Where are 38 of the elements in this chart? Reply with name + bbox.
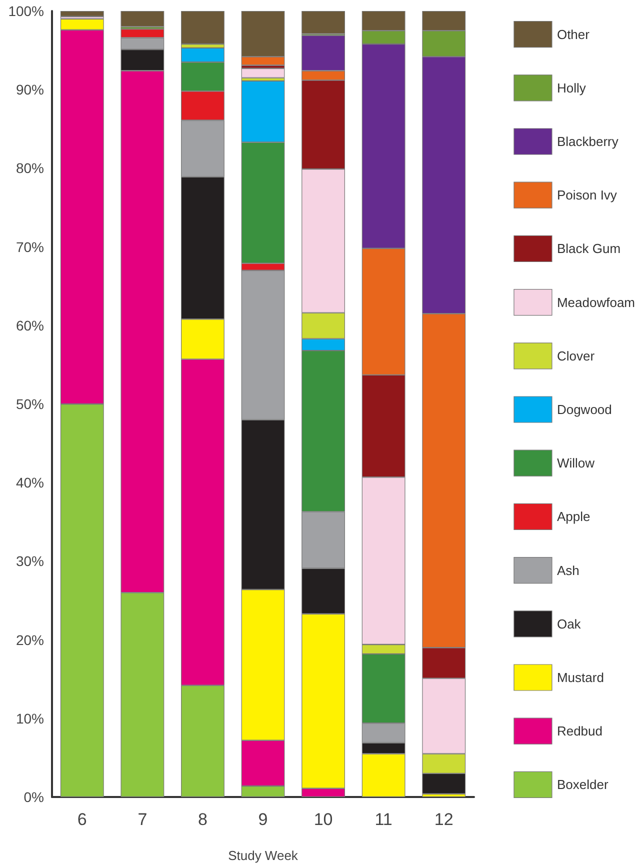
legend-label: Willow xyxy=(556,456,596,471)
y-tick-label: 10% xyxy=(16,710,44,726)
x-tick-label: 9 xyxy=(258,810,268,829)
legend-label: Clover xyxy=(556,348,596,364)
x-tick-label: 10 xyxy=(314,810,333,829)
x-tick-label: 6 xyxy=(77,810,87,829)
y-tick-label: 80% xyxy=(16,160,44,176)
legend-label: Meadowfoam xyxy=(556,294,636,310)
legend-label: Redbud xyxy=(556,724,603,739)
x-tick-label: 7 xyxy=(138,810,148,829)
bar xyxy=(120,11,164,27)
legend-label: Other xyxy=(556,26,590,42)
y-tick-label: 50% xyxy=(16,396,44,412)
y-tick-label: 60% xyxy=(16,317,44,334)
y-tick-label: 90% xyxy=(16,82,44,98)
y-tick-label: 30% xyxy=(16,553,44,570)
bar xyxy=(241,68,285,78)
y-tick-label: 20% xyxy=(16,632,44,648)
legend-label: Boxelder xyxy=(556,777,609,792)
legend-label: Holly xyxy=(556,80,586,96)
x-tick-label: 8 xyxy=(198,810,208,829)
x-tick-label: 12 xyxy=(434,810,454,829)
legend-label: Ash xyxy=(556,562,580,578)
legend-label: Poison Ivy xyxy=(556,188,618,203)
bar xyxy=(60,11,104,16)
y-tick-label: 0% xyxy=(24,789,44,805)
x-tick-label: 11 xyxy=(374,810,392,829)
legend-label: Blackberry xyxy=(556,134,619,149)
x-axis-title: Study Week xyxy=(228,848,298,863)
y-tick-label: 70% xyxy=(16,238,44,255)
y-tick-label: 40% xyxy=(16,474,44,491)
bar xyxy=(181,11,224,44)
legend-label: Apple xyxy=(556,509,590,524)
legend-label: Oak xyxy=(556,616,582,632)
legend-label: Dogwood xyxy=(556,402,612,417)
legend-label: Mustard xyxy=(556,670,604,685)
y-tick-label: 100% xyxy=(8,3,44,19)
legend-label: Black Gum xyxy=(556,241,621,256)
